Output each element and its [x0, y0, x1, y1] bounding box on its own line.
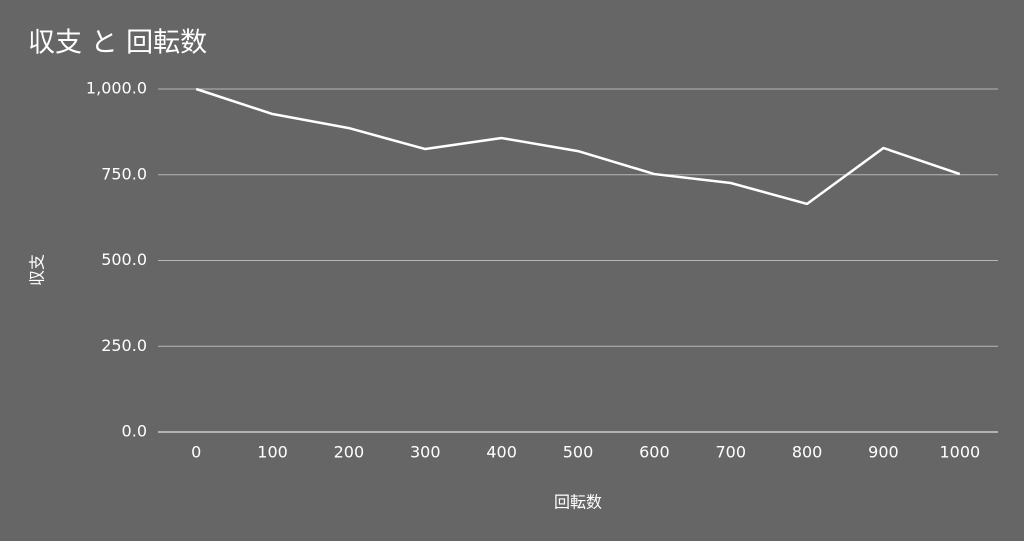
x-tick-label: 700	[715, 443, 746, 462]
y-tick-label: 500.0	[101, 250, 147, 269]
x-tick-label: 400	[486, 443, 517, 462]
x-tick-label: 300	[410, 443, 441, 462]
y-tick-label: 1,000.0	[86, 79, 147, 98]
y-tick-label: 750.0	[101, 164, 147, 183]
x-tick-label: 900	[868, 443, 899, 462]
x-tick-label: 1000	[939, 443, 980, 462]
x-tick-label: 500	[563, 443, 594, 462]
x-tick-label: 600	[639, 443, 670, 462]
x-tick-label: 200	[334, 443, 365, 462]
y-axis-title: 収支	[28, 254, 47, 286]
x-axis-title: 回転数	[554, 493, 602, 512]
x-tick-label: 800	[792, 443, 823, 462]
y-tick-label: 250.0	[101, 336, 147, 355]
y-tick-label: 0.0	[122, 422, 147, 441]
x-tick-label: 0	[191, 443, 201, 462]
chart-title: 収支 と 回転数	[28, 28, 207, 59]
x-tick-label: 100	[257, 443, 288, 462]
data-line	[195, 87, 961, 206]
